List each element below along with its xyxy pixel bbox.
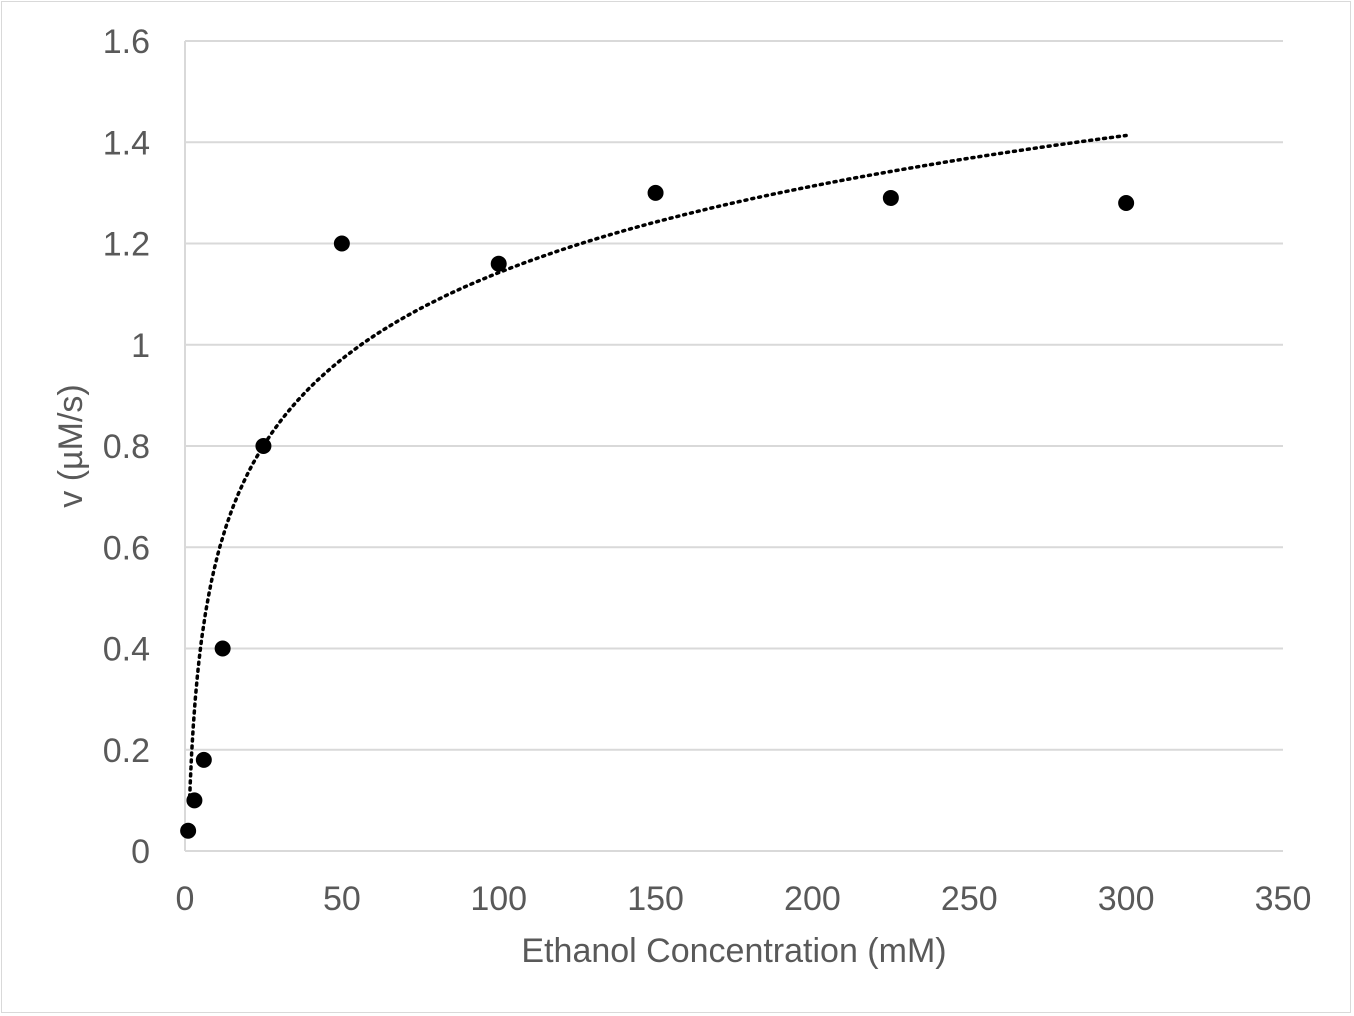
y-tick-label: 0.8 <box>103 428 150 466</box>
data-point <box>195 751 212 768</box>
y-tick-label: 1.6 <box>103 23 150 61</box>
gridlines <box>185 40 1283 751</box>
data-point <box>1118 195 1135 211</box>
data-point <box>255 438 272 454</box>
y-tick-label: 0.2 <box>103 732 150 770</box>
y-tick-label: 1 <box>131 327 150 365</box>
data-points <box>180 184 1135 839</box>
y-tick-label: 1.4 <box>103 124 150 162</box>
x-tick-label: 300 <box>1098 880 1155 918</box>
x-tick-label: 200 <box>784 880 841 918</box>
data-point <box>490 255 507 272</box>
y-axis-title: v (µM/s) <box>52 384 90 507</box>
x-axis-ticks: 0 50 100 150 200 250 300 350 <box>176 880 1312 918</box>
x-tick-label: 150 <box>627 880 684 918</box>
data-point <box>882 189 899 206</box>
trendline <box>187 133 1128 799</box>
data-point <box>333 235 350 252</box>
data-point <box>180 822 197 839</box>
y-tick-label: 0.6 <box>103 529 150 567</box>
x-tick-label: 50 <box>323 880 361 918</box>
x-tick-label: 0 <box>176 880 195 918</box>
x-tick-label: 100 <box>470 880 527 918</box>
y-tick-label: 0 <box>131 833 150 871</box>
x-tick-label: 250 <box>941 880 998 918</box>
x-tick-label: 350 <box>1255 880 1312 918</box>
data-point <box>214 640 231 657</box>
data-point <box>647 184 664 201</box>
data-point <box>186 792 203 809</box>
y-axis-ticks: 0 0.2 0.4 0.6 0.8 1 1.2 1.4 1.6 <box>103 23 150 871</box>
y-tick-label: 0.4 <box>103 631 150 669</box>
x-axis-title: Ethanol Concentration (mM) <box>521 932 946 970</box>
y-tick-label: 1.2 <box>103 226 150 264</box>
